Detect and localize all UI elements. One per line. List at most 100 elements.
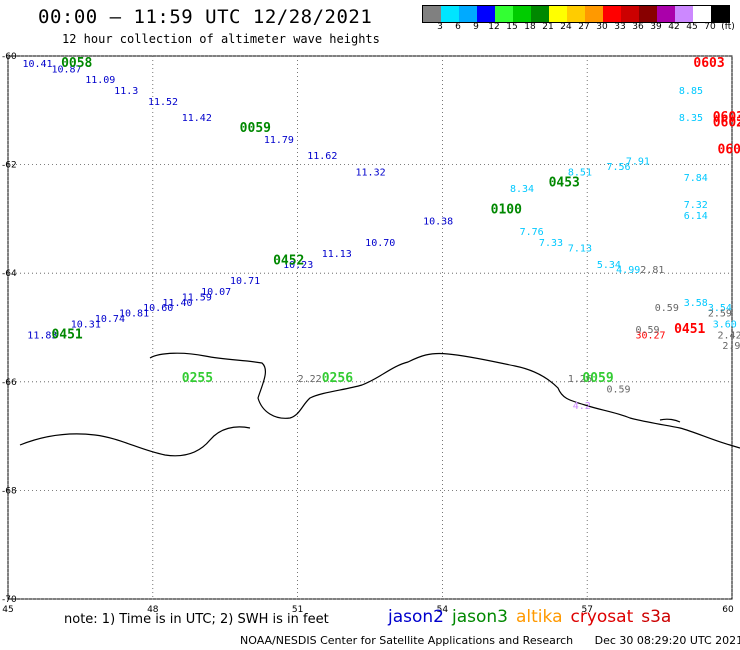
wave-height-reading: 10.60 <box>143 303 173 314</box>
wave-height-reading: 3.60 <box>713 320 737 331</box>
footer: NOAA/NESDIS Center for Satellite Applica… <box>240 634 740 647</box>
pass-time-label: 0100 <box>491 202 522 217</box>
colorbar-swatch <box>693 6 711 22</box>
wave-height-reading: 0.59 <box>655 303 679 314</box>
colorbar-label: 70 <box>704 22 716 32</box>
wave-height-reading: 10.23 <box>283 260 313 271</box>
coast-peninsula <box>19 426 251 457</box>
colorbar-swatch <box>675 6 693 22</box>
wave-height-reading: 3.58 <box>684 298 708 309</box>
lon-tick-label: 60 <box>722 605 734 615</box>
pass-time-label: 0058 <box>61 56 92 71</box>
wave-height-reading: 2.22 <box>298 374 322 385</box>
colorbar-swatch <box>585 6 603 22</box>
wave-height-reading: 10.41 <box>22 59 52 70</box>
satellite-legend: jason2 jason3 altika cryosat s3a <box>388 607 679 627</box>
colorbar-swatch <box>639 6 657 22</box>
wave-height-reading: 10.74 <box>95 314 125 325</box>
wave-height-reading: 1.26 <box>568 374 592 385</box>
wave-height-reading: 7.32 <box>684 200 708 211</box>
wave-height-reading: 10.38 <box>423 216 453 227</box>
legend-s3a: s3a <box>641 607 672 627</box>
wave-height-reading: 8.51 <box>568 167 592 178</box>
lat-tick-label: -68 <box>2 486 17 496</box>
wave-height-reading: 11.3 <box>114 86 138 97</box>
colorbar-swatch <box>711 6 729 22</box>
wave-height-reading: 7.76 <box>520 227 544 238</box>
wave-height-reading: 10.81 <box>119 309 149 320</box>
wave-height-reading: 11.42 <box>182 113 212 124</box>
colorbar-label: 27 <box>578 22 590 32</box>
wave-height-reading: 11.09 <box>85 75 115 86</box>
lon-tick-label: 45 <box>2 605 13 615</box>
wave-height-reading: 10.70 <box>365 238 395 249</box>
pass-time-label: 0453 <box>549 175 580 190</box>
wave-height-reading: 7.33 <box>539 238 563 249</box>
footer-credit: NOAA/NESDIS Center for Satellite Applica… <box>240 634 574 647</box>
colorbar-label: 39 <box>650 22 662 32</box>
lon-tick-label: 51 <box>292 605 303 615</box>
wave-height-reading: 7.56 <box>607 162 631 173</box>
wave-height-reading: 30.27 <box>635 330 665 341</box>
colorbar-label: 21 <box>542 22 554 32</box>
antarctic-coastline <box>149 352 740 449</box>
wave-height-reading: 2.9 <box>722 341 740 352</box>
pass-time-label: 0059 <box>582 371 613 386</box>
colorbar-label: 33 <box>614 22 626 32</box>
lat-tick-label: -60 <box>2 52 17 62</box>
colorbar-swatch <box>657 6 675 22</box>
wave-height-reading: 2.59 <box>708 309 732 320</box>
pass-time-label: 060 <box>718 143 740 158</box>
wave-height-reading: 11.13 <box>322 249 352 260</box>
wave-height-reading: 8.85 <box>679 86 703 97</box>
wave-height-reading: 8.35 <box>679 113 703 124</box>
wave-height-reading: 11.79 <box>264 135 294 146</box>
colorbar-label: 45 <box>686 22 698 32</box>
wave-height-reading: 11.59 <box>182 292 212 303</box>
footer-timestamp: Dec 30 08:29:20 UTC 2021 <box>594 634 740 647</box>
lon-tick-label: 54 <box>437 605 449 615</box>
wave-height-reading: 3.54 <box>708 303 732 314</box>
colorbar-label: 6 <box>455 22 461 32</box>
legend-jason3: jason3 <box>452 607 508 627</box>
pass-time-label: 0256 <box>322 371 353 386</box>
colorbar-swatch <box>459 6 477 22</box>
lat-tick-label: -70 <box>2 595 17 605</box>
pass-time-label: 0451 <box>674 322 705 337</box>
wave-height-reading: 10.87 <box>51 64 81 75</box>
wave-height-reading: 10.31 <box>71 320 101 331</box>
wave-height-reading: 7.84 <box>684 173 708 184</box>
pass-time-label: 0603 <box>713 110 740 125</box>
lat-tick-label: -62 <box>2 161 17 171</box>
colorbar-swatch <box>513 6 531 22</box>
wave-height-reading: 6.14 <box>684 211 708 222</box>
colorbar-label: 9 <box>473 22 479 32</box>
pass-time-label: 0603 <box>693 56 724 71</box>
colorbar-swatch <box>603 6 621 22</box>
lon-tick-label: 48 <box>147 605 159 615</box>
colorbar-swatch <box>495 6 513 22</box>
track-pass-label: 0452 <box>273 253 304 268</box>
wave-height-reading: 7.91 <box>626 157 650 168</box>
wave-height-reading: 0.59 <box>607 385 631 396</box>
note-text: note: 1) Time is in UTC; 2) SWH is in fe… <box>64 612 329 627</box>
colorbar-swatch <box>441 6 459 22</box>
lat-tick-label: -66 <box>2 378 17 388</box>
wave-height-reading: 11.62 <box>307 151 337 162</box>
pass-time-label: 0255 <box>182 371 213 386</box>
colorbar-label: 15 <box>506 22 518 32</box>
colorbar-labels: 3 6 9 12 15 18 21 24 27 30 33 36 39 42 45 70 (ft) <box>422 22 740 34</box>
wave-height-reading: 10.71 <box>230 276 260 287</box>
axis-labels: 45 48 51 54 57 60 -60 -62 -64 -66 -68 -70 <box>2 52 734 615</box>
lat-tick-label: -64 <box>2 269 17 279</box>
wave-height-reading: 10.07 <box>201 287 231 298</box>
wave-height-reading: 8.34 <box>510 184 534 195</box>
legend-altika: altika <box>516 607 563 627</box>
colorbar-label: 18 <box>524 22 536 32</box>
pass-time-label: 0451 <box>51 327 82 342</box>
colorbar-label: (ft) <box>721 22 735 32</box>
wave-height-reading: 5.34 <box>597 260 621 271</box>
colorbar-swatch <box>567 6 585 22</box>
